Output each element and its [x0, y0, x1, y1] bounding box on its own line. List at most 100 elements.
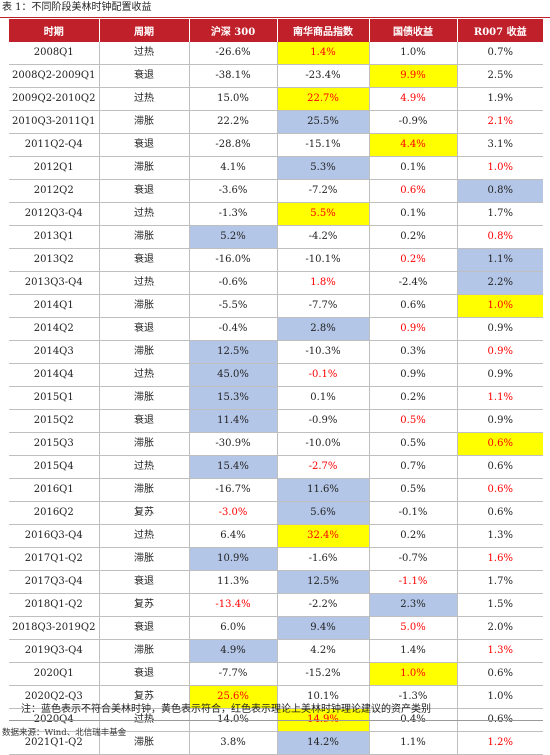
cell-hs300: 25.6% [188, 685, 277, 709]
cell-bond-value: 0.5% [400, 415, 426, 426]
allocation-returns-table: 时期 周期 沪深 300 南华商品指数 国债收益 R007 收益 2008Q1 过… [9, 19, 543, 755]
cell-hs300: 12.5% [188, 340, 277, 364]
cell-period-value: 2017Q3-Q4 [24, 576, 83, 587]
cell-hs300-value: -0.4% [218, 323, 248, 334]
cell-period-value: 2018Q1-Q2 [24, 599, 83, 610]
cell-nanhua: 10.1% [276, 685, 369, 709]
cell-r007-value: 1.7% [487, 576, 513, 587]
cell-bond-value: 0.5% [400, 438, 426, 449]
cell-bond: 0.2% [368, 386, 457, 410]
cell-r007-value: 1.0% [458, 295, 543, 317]
table-row: 2016Q2 复苏 -3.0% 5.6% -0.1% 0.6% [9, 501, 543, 525]
cell-cycle: 过热 [98, 87, 189, 111]
cell-nanhua-value: 9.4% [278, 617, 369, 639]
cell-hs300: 45.0% [188, 363, 277, 387]
cell-nanhua: -23.4% [276, 64, 369, 88]
cell-period: 2015Q3 [9, 432, 99, 456]
table-header-row: 时期 周期 沪深 300 南华商品指数 国债收益 R007 收益 [9, 19, 543, 42]
table-row: 2020Q2-Q3 复苏 25.6% 10.1% -1.3% 1.0% [9, 685, 543, 709]
cell-cycle-value: 过热 [134, 461, 154, 472]
cell-r007-value: 1.2% [487, 737, 513, 748]
cell-hs300-value: 6.0% [220, 622, 246, 633]
cell-r007: 1.1% [456, 248, 543, 272]
cell-nanhua: 9.4% [276, 616, 369, 640]
data-source: 数据来源：Wind、北信瑞丰基金 [2, 728, 127, 738]
cell-cycle-value: 衰退 [134, 576, 154, 587]
cell-hs300: 15.4% [188, 455, 277, 479]
cell-hs300-value: 4.1% [220, 162, 246, 173]
table-row: 2010Q3-2011Q1 滞胀 22.2% 25.5% -0.9% 2.1% [9, 110, 543, 134]
cell-cycle-value: 衰退 [134, 622, 154, 633]
cell-nanhua: -0.1% [276, 363, 369, 387]
cell-hs300: -28.8% [188, 133, 277, 157]
cell-cycle-value: 过热 [134, 93, 154, 104]
cell-bond: -0.9% [368, 110, 457, 134]
cell-nanhua-value: -1.6% [308, 553, 338, 564]
cell-nanhua-value: 1.4% [278, 42, 369, 64]
cell-r007: 0.6% [456, 662, 543, 686]
cell-nanhua: -15.1% [276, 133, 369, 157]
table-row: 2008Q2-2009Q1 衰退 -38.1% -23.4% 9.9% 2.5% [9, 64, 543, 88]
cell-cycle-value: 滞胀 [134, 231, 154, 242]
cell-hs300-value: -30.9% [215, 438, 251, 449]
cell-nanhua: 14.9% [276, 708, 369, 732]
cell-nanhua: 1.4% [276, 42, 369, 65]
cell-cycle-value: 滞胀 [134, 116, 154, 127]
cell-period: 2015Q2 [9, 409, 99, 433]
column-header-cycle: 周期 [98, 19, 189, 42]
table-row: 2013Q3-Q4 过热 -0.6% 1.8% -2.4% 2.2% [9, 271, 543, 295]
cell-cycle: 滞胀 [98, 340, 189, 364]
cell-cycle: 滞胀 [98, 547, 189, 571]
cell-r007: 0.9% [456, 409, 543, 433]
cell-cycle-value: 衰退 [134, 139, 154, 150]
cell-cycle: 复苏 [98, 501, 189, 525]
cell-cycle: 过热 [98, 202, 189, 226]
cell-hs300: 6.4% [188, 524, 277, 548]
table-caption: 表 1：不同阶段美林时钟配置收益 [2, 2, 152, 13]
cell-bond-value: 1.1% [400, 737, 426, 748]
cell-bond-value: 0.2% [400, 254, 426, 265]
cell-nanhua: 5.5% [276, 202, 369, 226]
table-row: 2014Q1 滞胀 -5.5% -7.7% 0.6% 1.0% [9, 294, 543, 318]
cell-bond: 0.2% [368, 225, 457, 249]
cell-nanhua: -7.2% [276, 179, 369, 203]
cell-cycle: 滞胀 [98, 156, 189, 180]
cell-r007: 1.0% [456, 156, 543, 180]
cell-bond: 1.4% [368, 639, 457, 663]
cell-nanhua: -7.7% [276, 294, 369, 318]
cell-period: 2012Q1 [9, 156, 99, 180]
cell-hs300-value: 15.3% [190, 387, 277, 409]
cell-cycle: 衰退 [98, 616, 189, 640]
cell-nanhua-value: -2.7% [308, 461, 338, 472]
cell-nanhua-value: -15.2% [305, 668, 341, 679]
cell-nanhua: 12.5% [276, 570, 369, 594]
cell-r007-value: 2.5% [487, 70, 513, 81]
cell-hs300-value: 11.3% [217, 576, 249, 587]
cell-nanhua-value: -23.4% [305, 70, 341, 81]
cell-cycle-value: 衰退 [134, 668, 154, 679]
cell-bond: 9.9% [368, 64, 457, 88]
cell-period-value: 2010Q3-2011Q1 [12, 116, 96, 127]
cell-nanhua-value: 14.2% [278, 732, 369, 754]
cell-bond: 4.9% [368, 87, 457, 111]
cell-bond: 1.0% [368, 42, 457, 65]
cell-nanhua-value: 5.6% [278, 502, 369, 524]
cell-hs300: 5.2% [188, 225, 277, 249]
cell-bond-value: -0.7% [398, 553, 428, 564]
cell-period-value: 2015Q1 [33, 392, 74, 403]
cell-hs300-value: -0.6% [218, 277, 248, 288]
cell-r007: 1.6% [456, 547, 543, 571]
table-row: 2016Q1 滞胀 -16.7% 11.6% 0.5% 0.6% [9, 478, 543, 502]
cell-nanhua-value: -15.1% [305, 139, 341, 150]
cell-hs300: -1.3% [188, 202, 277, 226]
table-row: 2015Q1 滞胀 15.3% 0.1% 0.2% 1.1% [9, 386, 543, 410]
cell-hs300-value: 15.4% [190, 456, 277, 478]
table-row: 2013Q2 衰退 -16.0% -10.1% 0.2% 1.1% [9, 248, 543, 272]
cell-nanhua: -0.9% [276, 409, 369, 433]
cell-hs300: -3.0% [188, 501, 277, 525]
table-row: 2018Q1-Q2 复苏 -13.4% -2.2% 2.3% 1.5% [9, 593, 543, 617]
cell-nanhua: -4.2% [276, 225, 369, 249]
cell-cycle: 过热 [98, 363, 189, 387]
cell-cycle: 过热 [98, 271, 189, 295]
cell-period-value: 2020Q1 [33, 668, 74, 679]
